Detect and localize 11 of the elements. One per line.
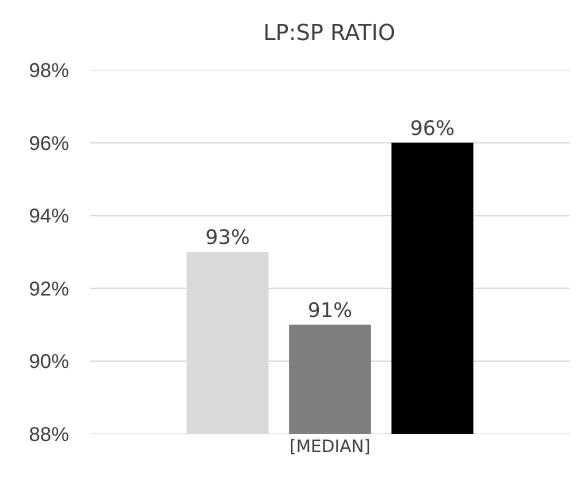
- x-tick-label: [MEDIAN]: [289, 437, 371, 457]
- y-tick-label: 96%: [28, 132, 70, 155]
- y-tick-label: 92%: [28, 278, 70, 300]
- data-label: 93%: [205, 225, 250, 249]
- data-label: 91%: [308, 298, 352, 322]
- y-tick-label: 90%: [28, 351, 70, 374]
- chart-title: LP:SP RATIO: [263, 21, 396, 46]
- y-tick-label: 94%: [28, 206, 70, 228]
- y-tick-label: 98%: [28, 60, 70, 82]
- y-tick-label: 88%: [28, 424, 70, 446]
- data-label: 96%: [410, 116, 455, 140]
